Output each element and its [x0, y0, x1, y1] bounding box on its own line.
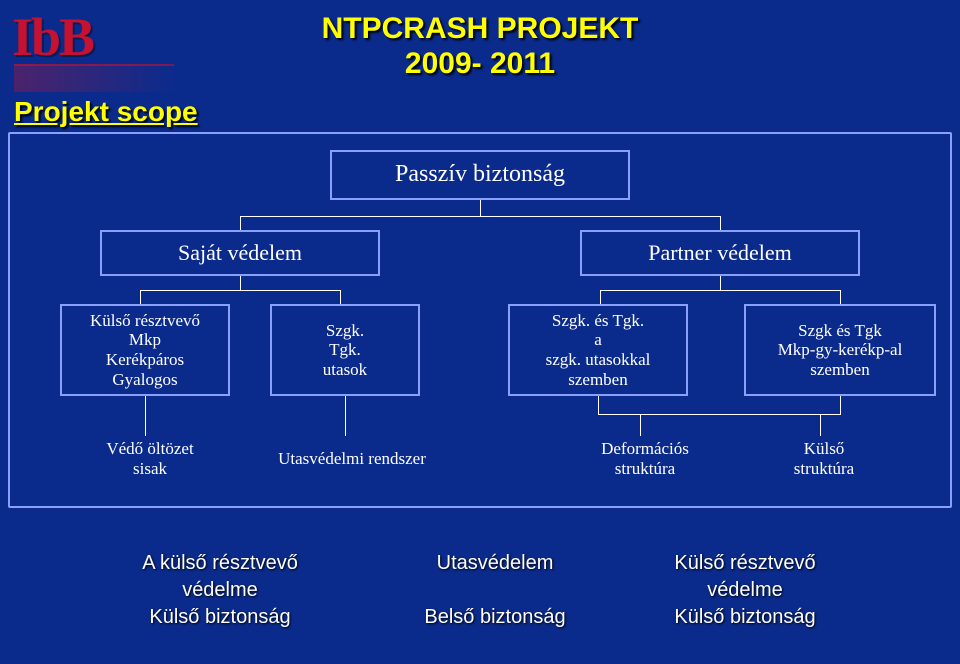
- node-level1: Passzív biztonság: [330, 150, 630, 200]
- node-level3-1: Külső résztvevő Mkp Kerékpáros Gyalogos: [60, 304, 230, 396]
- page-title: NTPCRASH PROJEKT 2009- 2011: [0, 12, 960, 81]
- connector: [598, 414, 841, 415]
- connector: [240, 276, 241, 290]
- node-level3-2: Szgk. Tgk. utasok: [270, 304, 420, 396]
- node-level3-4: Szgk és Tgk Mkp-gy-kerékp-al szemben: [744, 304, 936, 396]
- connector: [340, 290, 341, 304]
- connector: [145, 396, 146, 436]
- connector: [140, 290, 340, 291]
- connector: [640, 414, 641, 436]
- slide-stage: IbB NTPCRASH PROJEKT 2009- 2011 Projekt …: [0, 0, 960, 664]
- node-level2-left: Saját védelem: [100, 230, 380, 276]
- node-level2-right: Partner védelem: [580, 230, 860, 276]
- connector: [598, 396, 599, 414]
- connector: [240, 216, 720, 217]
- connector: [600, 290, 601, 304]
- connector: [840, 396, 841, 414]
- node-level4-1: Védő öltözet sisak: [70, 436, 230, 482]
- connector: [480, 200, 481, 216]
- summary-left: A külső résztvevő védelme Külső biztonsá…: [100, 550, 340, 631]
- node-level4-3: Deformációs struktúra: [560, 436, 730, 482]
- connector: [600, 290, 840, 291]
- connector: [240, 216, 241, 230]
- node-level3-3: Szgk. és Tgk. a szgk. utasokkal szemben: [508, 304, 688, 396]
- connector: [840, 290, 841, 304]
- connector: [720, 276, 721, 290]
- connector: [720, 216, 721, 230]
- node-level4-2: Utasvédelmi rendszer: [252, 436, 452, 482]
- summary-center: Utasvédelem Belső biztonság: [390, 550, 600, 631]
- node-level4-4: Külső struktúra: [764, 436, 884, 482]
- summary-right: Külső résztvevő védelme Külső biztonság: [630, 550, 860, 631]
- scope-heading: Projekt scope: [14, 96, 198, 128]
- connector: [140, 290, 141, 304]
- connector: [820, 414, 821, 436]
- connector: [345, 396, 346, 436]
